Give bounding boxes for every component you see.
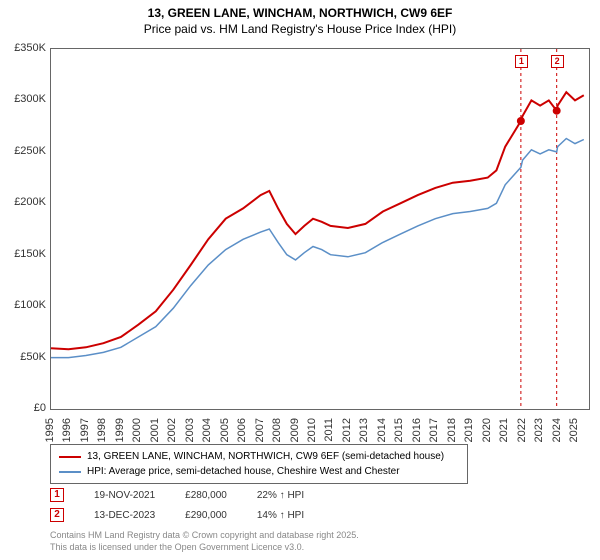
y-axis-tick-label: £0: [34, 402, 46, 414]
legend-swatch: [59, 456, 81, 458]
legend-label: 13, GREEN LANE, WINCHAM, NORTHWICH, CW9 …: [87, 449, 444, 464]
x-axis-tick-label: 2023: [533, 418, 545, 442]
x-axis-tick-label: 2024: [551, 418, 563, 442]
x-axis-tick-label: 2004: [201, 418, 213, 442]
x-axis-tick-label: 2015: [393, 418, 405, 442]
legend-swatch: [59, 471, 81, 473]
x-axis-tick-label: 2021: [498, 418, 510, 442]
x-axis-tick-label: 2005: [219, 418, 231, 442]
legend-label: HPI: Average price, semi-detached house,…: [87, 464, 400, 479]
sale-price: £290,000: [185, 510, 227, 521]
x-axis-tick-label: 2017: [428, 418, 440, 442]
x-axis-tick-label: 2009: [289, 418, 301, 442]
x-axis-tick-label: 2002: [166, 418, 178, 442]
sale-record: 1 19-NOV-2021 £280,000 22% ↑ HPI: [50, 488, 304, 502]
chart-title-subtitle: Price paid vs. HM Land Registry's House …: [0, 22, 600, 38]
marker-dot: [553, 107, 561, 115]
x-axis-tick-label: 2016: [411, 418, 423, 442]
sale-date: 13-DEC-2023: [94, 510, 155, 521]
title-block: 13, GREEN LANE, WINCHAM, NORTHWICH, CW9 …: [0, 0, 600, 37]
marker-dot: [517, 117, 525, 125]
marker-label: 1: [515, 55, 528, 68]
x-axis-tick-label: 2000: [131, 418, 143, 442]
series-line-hpi: [51, 139, 584, 358]
chart-container: 13, GREEN LANE, WINCHAM, NORTHWICH, CW9 …: [0, 0, 600, 560]
y-axis-tick-label: £50K: [20, 351, 46, 363]
x-axis-tick-label: 1996: [61, 418, 73, 442]
x-axis-tick-label: 2012: [341, 418, 353, 442]
x-axis-tick-label: 2007: [254, 418, 266, 442]
chart-plot-area: 12: [50, 48, 590, 410]
y-axis-tick-label: £300K: [14, 93, 46, 105]
x-axis-tick-label: 2025: [568, 418, 580, 442]
sale-delta: 22% ↑ HPI: [257, 490, 304, 501]
y-axis-tick-label: £350K: [14, 42, 46, 54]
sale-marker-icon: 1: [50, 488, 64, 502]
footer-copyright: Contains HM Land Registry data © Crown c…: [50, 530, 359, 553]
x-axis-tick-label: 2019: [463, 418, 475, 442]
x-axis-tick-label: 1999: [114, 418, 126, 442]
sale-date: 19-NOV-2021: [94, 490, 155, 501]
x-axis-tick-label: 2013: [358, 418, 370, 442]
x-axis-tick-label: 2011: [323, 418, 335, 442]
sale-marker-icon: 2: [50, 508, 64, 522]
y-axis-tick-label: £150K: [14, 248, 46, 260]
chart-svg: [51, 49, 589, 409]
x-axis-tick-label: 2010: [306, 418, 318, 442]
y-axis-tick-label: £200K: [14, 196, 46, 208]
x-axis-tick-label: 2006: [236, 418, 248, 442]
x-axis-tick-label: 1998: [96, 418, 108, 442]
x-axis-tick-label: 2001: [149, 418, 161, 442]
sale-price: £280,000: [185, 490, 227, 501]
legend: 13, GREEN LANE, WINCHAM, NORTHWICH, CW9 …: [50, 444, 468, 484]
footer-line: Contains HM Land Registry data © Crown c…: [50, 530, 359, 542]
x-axis-tick-label: 2022: [516, 418, 528, 442]
x-axis-tick-label: 1997: [79, 418, 91, 442]
legend-item: HPI: Average price, semi-detached house,…: [59, 464, 459, 479]
sale-record: 2 13-DEC-2023 £290,000 14% ↑ HPI: [50, 508, 304, 522]
legend-item: 13, GREEN LANE, WINCHAM, NORTHWICH, CW9 …: [59, 449, 459, 464]
y-axis-tick-label: £250K: [14, 145, 46, 157]
marker-label: 2: [551, 55, 564, 68]
chart-title-address: 13, GREEN LANE, WINCHAM, NORTHWICH, CW9 …: [0, 6, 600, 22]
series-line-price_paid: [51, 92, 584, 349]
sale-delta: 14% ↑ HPI: [257, 510, 304, 521]
y-axis-tick-label: £100K: [14, 299, 46, 311]
footer-line: This data is licensed under the Open Gov…: [50, 542, 359, 554]
x-axis-tick-label: 2008: [271, 418, 283, 442]
x-axis-tick-label: 1995: [44, 418, 56, 442]
x-axis-tick-label: 2003: [184, 418, 196, 442]
x-axis-tick-label: 2014: [376, 418, 388, 442]
x-axis-tick-label: 2020: [481, 418, 493, 442]
x-axis-tick-label: 2018: [446, 418, 458, 442]
